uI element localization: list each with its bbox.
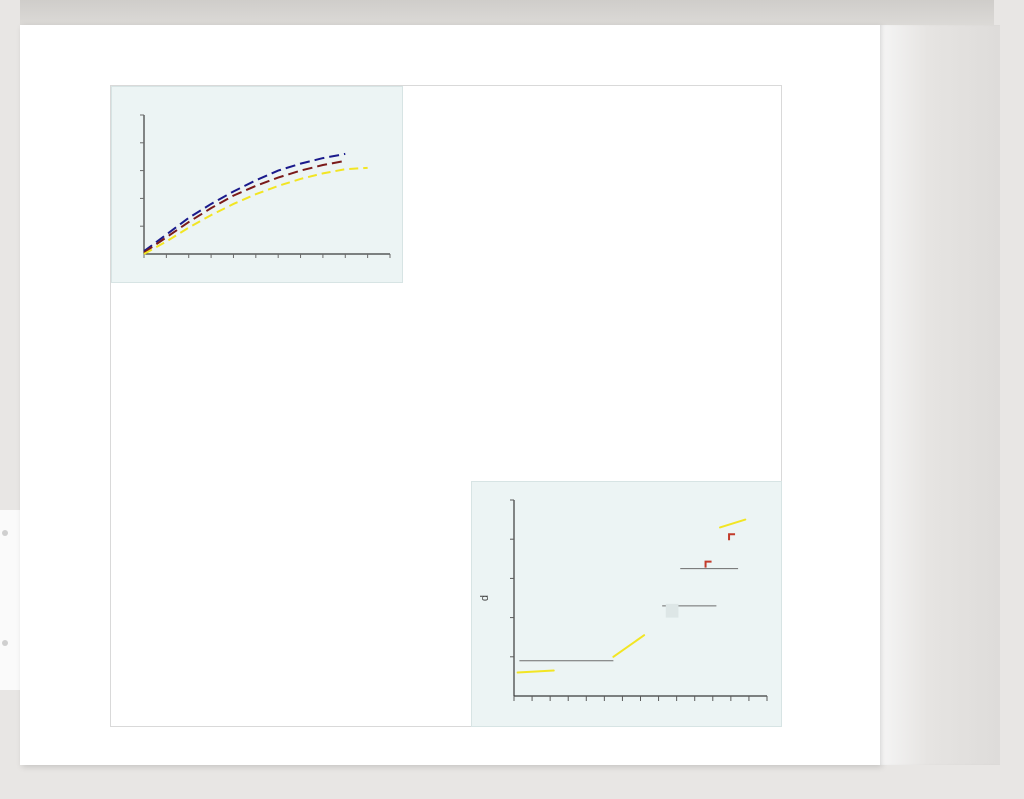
figure-frame: d — [110, 85, 782, 727]
binding-hole — [2, 640, 8, 646]
svg-text:d: d — [479, 595, 491, 601]
step-chart-svg: d — [472, 482, 781, 726]
binding-hole — [2, 530, 8, 536]
chart-bottom-right: d — [471, 481, 782, 727]
page-spine — [0, 510, 20, 690]
page-right-edge — [880, 25, 1000, 765]
line-chart-svg — [112, 87, 402, 282]
document-page: d — [20, 25, 880, 765]
chart-top-left — [111, 86, 403, 283]
